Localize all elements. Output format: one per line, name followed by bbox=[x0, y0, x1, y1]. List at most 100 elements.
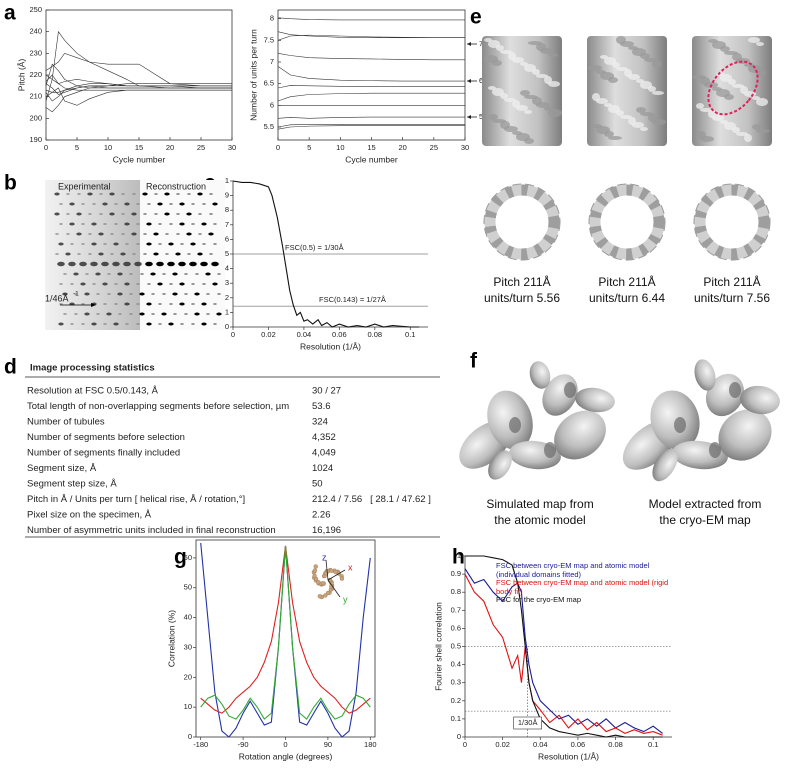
highlight-ellipse bbox=[707, 60, 759, 116]
diffraction-spot bbox=[184, 293, 188, 295]
diffraction-spot bbox=[74, 293, 78, 295]
x-tick-label: 0.02 bbox=[495, 740, 510, 749]
y-tick-label: 0 bbox=[188, 732, 192, 741]
diffraction-spot bbox=[91, 322, 97, 326]
diffraction-spot bbox=[202, 203, 206, 205]
diffraction-spot bbox=[55, 253, 59, 255]
tube-texture bbox=[600, 55, 608, 59]
plot-frame bbox=[45, 9, 233, 141]
table-cell: 2.26 bbox=[312, 510, 331, 521]
table-cell: Pitch in Å / Units per turn [ helical ri… bbox=[27, 494, 245, 505]
diffraction-spot bbox=[176, 233, 180, 235]
tube-texture bbox=[700, 108, 712, 112]
diffraction-spot bbox=[54, 192, 60, 196]
tube-texture bbox=[712, 115, 724, 121]
ring-edge bbox=[483, 183, 561, 261]
diffraction-spot bbox=[191, 283, 195, 285]
diffraction-spot bbox=[169, 283, 173, 285]
y-tick-label: 0.5 bbox=[451, 641, 461, 650]
inset-atom bbox=[323, 593, 328, 598]
y-tick-label: 0.1 bbox=[451, 714, 461, 723]
diffraction-spot bbox=[99, 213, 103, 215]
tube-texture bbox=[608, 77, 618, 83]
x-tick-label: 15 bbox=[135, 143, 143, 152]
diffraction-spot bbox=[184, 273, 188, 275]
diffraction-spot bbox=[172, 272, 178, 276]
diffraction-spot bbox=[117, 292, 123, 296]
arrow-head bbox=[467, 115, 471, 119]
diffraction-spot bbox=[162, 293, 166, 295]
tube-texture bbox=[628, 74, 640, 80]
annotation-box bbox=[513, 716, 542, 730]
legend-label: FSC between cryo-EM map and atomic model… bbox=[496, 562, 650, 579]
diffraction-spot bbox=[158, 223, 162, 225]
tube-texture bbox=[548, 53, 558, 57]
diffraction-spot bbox=[194, 292, 200, 296]
density-hole bbox=[709, 442, 721, 458]
tube-texture bbox=[588, 65, 602, 71]
tube-texture bbox=[488, 86, 496, 90]
tube-texture bbox=[504, 98, 516, 102]
tube-texture bbox=[620, 115, 632, 119]
diffraction-spot bbox=[179, 222, 185, 226]
tube-texture bbox=[756, 98, 768, 106]
tube-texture bbox=[512, 57, 524, 63]
tube-texture bbox=[492, 60, 502, 66]
diffraction-spot bbox=[184, 313, 188, 315]
series-line bbox=[232, 180, 420, 328]
diffraction-spot bbox=[99, 193, 103, 195]
x-tick-label: 30 bbox=[461, 143, 469, 152]
x-tick-label: 20 bbox=[166, 143, 174, 152]
diffraction-spot bbox=[125, 323, 129, 325]
x-tick-label: 0.1 bbox=[405, 330, 415, 339]
inset-atom bbox=[312, 568, 318, 573]
tube-texture bbox=[732, 84, 744, 88]
y-axis-label: Correlation (%) bbox=[166, 610, 176, 667]
diffraction-spot bbox=[154, 193, 158, 195]
panel-label: b bbox=[4, 172, 17, 195]
tube-texture bbox=[752, 124, 762, 130]
table-cell: 212.4 / 7.56 [ 28.1 / 47.62 ] bbox=[312, 494, 431, 505]
y-tick-label: 20 bbox=[184, 672, 192, 681]
diffraction-spot bbox=[146, 322, 152, 326]
caption: Simulated map from bbox=[486, 497, 593, 511]
series-line bbox=[45, 87, 232, 106]
diffraction-spot bbox=[103, 323, 107, 325]
diffraction-spot bbox=[202, 283, 206, 285]
series-line bbox=[277, 66, 465, 82]
diffraction-spot bbox=[62, 292, 68, 296]
diffraction-spot bbox=[76, 212, 82, 216]
diffraction-spot bbox=[139, 312, 145, 316]
y-tick-label: 7 bbox=[270, 57, 274, 66]
x-tick-label: 20 bbox=[398, 143, 406, 152]
diffraction-spot bbox=[58, 242, 64, 246]
diffraction-spot bbox=[167, 261, 175, 267]
series-line bbox=[465, 555, 663, 738]
tube-texture bbox=[756, 70, 766, 76]
diffraction-spot bbox=[129, 273, 133, 275]
y-tick-label: 1 bbox=[225, 176, 229, 185]
diffraction-spot bbox=[206, 293, 210, 295]
y-tick-label: 240 bbox=[29, 27, 42, 36]
diffraction-spot bbox=[178, 261, 186, 267]
x-tick-label: -90 bbox=[238, 740, 249, 749]
diffraction-spot bbox=[205, 272, 211, 276]
legend-label: FSC for the cryo-EM map bbox=[496, 596, 582, 604]
legend-label: FSC between cryo-EM map and atomic model… bbox=[496, 579, 669, 596]
tube-texture bbox=[500, 93, 508, 99]
diffraction-spot bbox=[114, 303, 118, 305]
y-tick-label: 7.5 bbox=[264, 35, 274, 44]
diffraction-spot bbox=[84, 292, 90, 296]
x-tick-label: 0 bbox=[463, 740, 467, 749]
diffraction-spot bbox=[212, 202, 218, 206]
diffraction-spot bbox=[125, 243, 129, 245]
diffraction-spot bbox=[213, 303, 217, 305]
series-line bbox=[277, 85, 465, 89]
panel-label: e bbox=[470, 6, 482, 29]
density-lobe bbox=[740, 385, 780, 415]
diffraction-spot bbox=[98, 252, 104, 256]
density-lobe bbox=[575, 387, 615, 413]
diffraction-spot bbox=[90, 261, 98, 267]
diffraction-spot bbox=[107, 273, 111, 275]
diffraction-spot bbox=[59, 203, 63, 205]
